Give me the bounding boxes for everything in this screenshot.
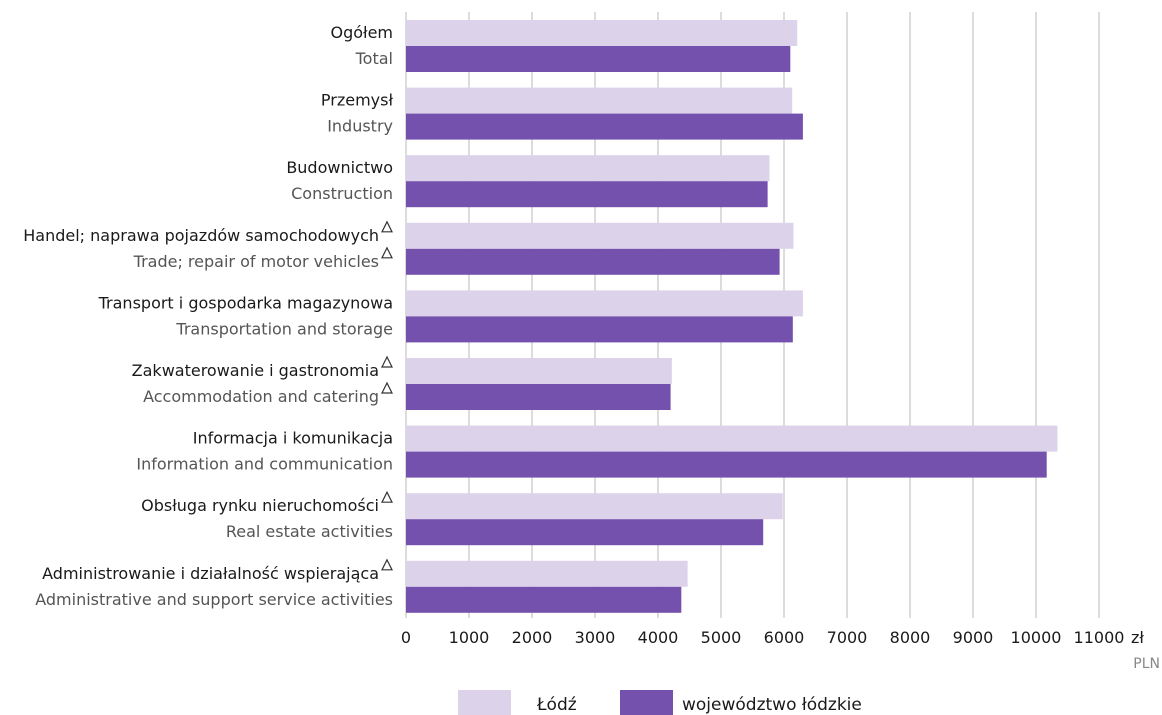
bar-voivodeship — [406, 46, 791, 72]
bars — [406, 20, 1058, 613]
flag-triangle-icon — [381, 381, 393, 394]
legend-label: województwo łódzkie — [682, 695, 862, 715]
bar-lodz — [406, 358, 672, 384]
bar-voivodeship — [406, 248, 780, 275]
legend-label: Łódź — [536, 695, 577, 715]
bar-voivodeship — [406, 451, 1047, 478]
x-tick-label: 3000 — [575, 628, 616, 647]
bar-lodz — [406, 290, 803, 317]
x-tick-label: 1000 — [449, 628, 490, 647]
flag-triangle-icon — [381, 220, 393, 233]
legend-swatch — [458, 690, 511, 715]
unit-label-pl: zł — [1131, 628, 1144, 647]
category-label-en: Real estate activities — [226, 522, 393, 541]
bar-lodz — [406, 560, 688, 587]
category-label-en: Administrative and support service activ… — [35, 590, 393, 609]
x-tick-label: 10000 — [1011, 628, 1062, 647]
bar-lodz — [406, 222, 794, 249]
bar-voivodeship — [406, 384, 671, 410]
flag-triangle-icon — [381, 246, 393, 259]
bar-lodz — [406, 155, 770, 182]
category-label-en: Transportation and storage — [175, 319, 393, 338]
category-labels: Ogółem Total Przemysł Industry Budownictwo Co… — [23, 23, 393, 609]
category-label-en: Industry — [327, 117, 393, 136]
flag-triangle-icon — [381, 558, 393, 571]
unit-label-en: PLN — [1133, 656, 1160, 672]
category-label-pl: Informacja i komunikacja — [193, 429, 393, 448]
category-label-en: Construction — [291, 184, 393, 203]
category-label-pl: Budownictwo — [286, 158, 393, 177]
x-tick-label: 4000 — [638, 628, 679, 647]
bar-lodz — [406, 493, 783, 520]
category-label-pl: Obsługa rynku nieruchomości — [141, 496, 379, 515]
category-label-pl: Administrowanie i działalność wspierając… — [42, 564, 379, 583]
x-tick-label: 6000 — [764, 628, 805, 647]
bar-voivodeship — [406, 181, 768, 208]
bar-voivodeship — [406, 316, 793, 343]
category-label-pl: Ogółem — [330, 23, 393, 42]
bar-lodz — [406, 20, 798, 46]
x-tick-label: 9000 — [953, 628, 994, 647]
category-label-pl: Handel; naprawa pojazdów samochodowych — [23, 226, 379, 245]
bar-lodz — [406, 425, 1058, 452]
x-tick-label: 2000 — [512, 628, 553, 647]
category-label-en: Total — [355, 49, 393, 68]
flag-triangle-icon — [381, 490, 393, 503]
legend-swatch — [620, 690, 673, 715]
legend: Łódź województwo łódzkie — [458, 690, 862, 715]
x-tick-label: 0 — [401, 628, 411, 647]
bar-lodz — [406, 87, 793, 114]
x-tick-label: 7000 — [827, 628, 868, 647]
x-tick-label: 5000 — [701, 628, 742, 647]
x-tick-label: 8000 — [890, 628, 931, 647]
bar-voivodeship — [406, 519, 764, 546]
x-axis-ticks: 0 1000 2000 3000 4000 5000 6000 7000 8000 9000 100… — [401, 628, 1160, 672]
category-label-en: Accommodation and catering — [143, 387, 379, 406]
category-label-pl: Zakwaterowanie i gastronomia — [132, 361, 379, 380]
category-label-pl: Przemysł — [321, 91, 394, 110]
category-label-en: Trade; repair of motor vehicles — [133, 252, 379, 271]
bar-voivodeship — [406, 113, 803, 140]
flag-triangle-icon — [381, 355, 393, 368]
x-tick-label: 11000 — [1074, 628, 1125, 647]
category-label-pl: Transport i gospodarka magazynowa — [98, 293, 393, 312]
category-label-en: Information and communication — [136, 455, 393, 474]
bar-voivodeship — [406, 586, 682, 613]
